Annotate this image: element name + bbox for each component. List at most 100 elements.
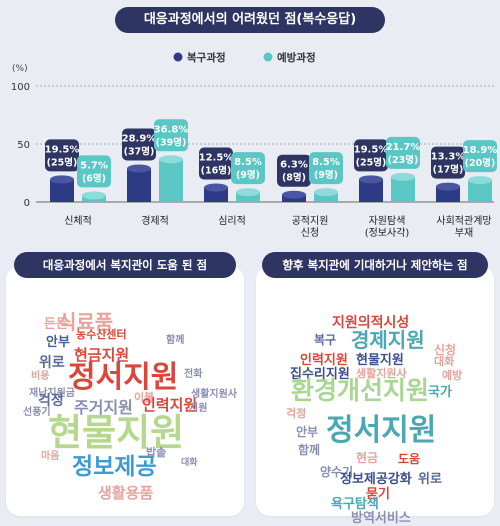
category-label-2-0: 심리적	[218, 215, 246, 227]
word-0-4: 현금지원	[74, 346, 130, 364]
word-1-18: 양수기	[320, 465, 354, 479]
bar-1-0	[127, 168, 151, 202]
y-tick-100: 100	[11, 82, 30, 93]
value-label-1-0: 28.9%	[122, 133, 157, 144]
word-1-15: 함께	[298, 443, 321, 457]
word-0-21: 정보제공	[72, 454, 157, 480]
bar-cap-5-0	[436, 182, 460, 191]
word-0-7: 정서지원	[68, 360, 179, 395]
category-label-1-0: 경제적	[141, 214, 169, 227]
word-0-14: 인력지원	[142, 396, 198, 414]
word-0-16: 선풍기	[23, 407, 51, 418]
panel-title-suggestions: 향후 복지관에 기대하거나 제안하는 점	[262, 252, 488, 278]
word-1-14: 안부	[296, 425, 319, 439]
count-label-1-1: (39명)	[156, 136, 187, 148]
bar-4-0	[359, 179, 383, 202]
word-1-23: 방역서비스	[351, 511, 411, 526]
category-label-5-0: 사회적관계망	[436, 215, 491, 227]
category-label-4-1: (정보사각)	[365, 227, 410, 239]
word-1-19: 정보제공강화	[340, 472, 412, 487]
word-1-1: 복구	[314, 333, 337, 347]
word-1-12: 걱정	[286, 407, 307, 420]
value-box-5-0	[431, 146, 465, 179]
page-title: 대응과정에서의 어려웠던 점(복수응답)	[115, 7, 385, 33]
word-1-17: 도움	[398, 452, 421, 466]
bar-cap-0-0	[50, 175, 74, 184]
count-label-5-0: (17명)	[433, 164, 464, 176]
category-label-3-0: 공적지원	[292, 215, 329, 227]
word-1-6: 대화	[434, 355, 455, 368]
bar-cap-5-1	[468, 176, 492, 185]
word-1-0: 지원의적시성	[332, 315, 410, 331]
value-box-3-1	[309, 152, 343, 185]
category-label-4-0: 자원탐색	[369, 215, 406, 227]
value-box-0-0	[45, 139, 79, 172]
y-tick-0: 0	[24, 198, 30, 209]
word-1-3: 신청	[434, 343, 457, 357]
legend-label-0: 복구과정	[187, 51, 226, 64]
count-label-0-1: (6명)	[82, 172, 106, 184]
value-box-4-1	[386, 136, 420, 169]
value-box-0-1	[77, 155, 111, 188]
legend-label-1: 예방과정	[277, 51, 316, 64]
bar-5-1	[468, 180, 492, 202]
panel-suggestions: 지원의적시성 복구 경제지원 신청 인력지원 현물지원 대화 집수리지원 생활지원사 예방 환경개선…	[256, 266, 494, 525]
value-label-2-1: 8.5%	[234, 157, 262, 168]
value-label-4-0: 19.5%	[354, 144, 389, 155]
value-label-3-0: 6.3%	[280, 160, 308, 171]
word-1-5: 현물지원	[356, 353, 404, 368]
bar-cap-3-1	[314, 188, 338, 197]
value-box-1-1	[154, 119, 188, 152]
value-box-2-0	[199, 147, 233, 180]
word-0-8: 전화	[184, 369, 203, 380]
bar-cap-3-0	[282, 190, 306, 199]
category-label-3-1: 신청	[301, 227, 319, 239]
word-0-6: 위로	[39, 355, 65, 371]
value-box-4-0	[354, 139, 388, 172]
value-label-4-1: 21.7%	[386, 142, 421, 153]
word-1-20: 위로	[418, 472, 442, 487]
count-label-0-0: (25명)	[47, 156, 78, 168]
value-label-2-0: 12.5%	[199, 153, 234, 164]
word-0-1: 든든	[44, 317, 68, 332]
word-0-11: 걱정	[38, 393, 64, 409]
bar-cap-4-1	[391, 172, 415, 181]
word-0-3: 안부	[46, 335, 70, 350]
value-label-3-1: 8.5%	[312, 157, 340, 168]
legend-marker-0	[173, 52, 183, 62]
bar-3-1	[314, 192, 338, 202]
bar-5-0	[436, 186, 460, 202]
word-0-9: 비용	[31, 371, 50, 382]
value-label-1-1: 36.8%	[154, 124, 189, 135]
legend-marker-1	[263, 52, 273, 62]
bar-2-0	[204, 187, 228, 202]
word-1-9: 예방	[442, 369, 463, 382]
category-label-5-1: 부재	[455, 227, 473, 239]
count-label-3-1: (9명)	[314, 169, 338, 181]
word-1-4: 인력지원	[300, 353, 348, 368]
bar-2-1	[236, 192, 260, 202]
word-0-19: 마음	[41, 451, 60, 462]
value-label-0-1: 5.7%	[80, 160, 108, 171]
word-0-10: 재난지원금	[29, 388, 75, 399]
word-1-10: 환경개선지원	[291, 376, 430, 405]
count-label-1-0: (37명)	[124, 145, 155, 157]
bar-0-0	[50, 179, 74, 202]
word-0-22: 대화	[181, 458, 198, 468]
word-cloud-helpful: 식료품 든든 농수산센터 안부 현금지원 함께 위로 정서지원 전화 비용 재난지원금 걱정 주거지원 이…	[6, 266, 244, 516]
word-0-0: 식료품	[58, 310, 114, 334]
panel-title-helpful: 대응과정에서 복지관이 도움 된 점	[14, 252, 236, 278]
value-label-0-0: 19.5%	[45, 144, 80, 155]
category-label-0-0: 신체적	[64, 215, 92, 227]
value-box-1-0	[122, 128, 156, 161]
count-label-4-1: (23명)	[388, 154, 419, 166]
word-0-20: 밥솥	[146, 446, 167, 459]
word-0-23: 생활용품	[98, 484, 154, 502]
word-0-15: 생활지원사	[191, 389, 237, 400]
value-box-2-1	[231, 152, 265, 185]
word-0-2: 농수산센터	[76, 328, 127, 341]
bar-1-1	[159, 159, 183, 202]
panel-helpful: 식료품 든든 농수산센터 안부 현금지원 함께 위로 정서지원 전화 비용 재난지원금 걱정 주거지원 이…	[6, 266, 244, 516]
word-1-21: 묻기	[366, 487, 390, 502]
